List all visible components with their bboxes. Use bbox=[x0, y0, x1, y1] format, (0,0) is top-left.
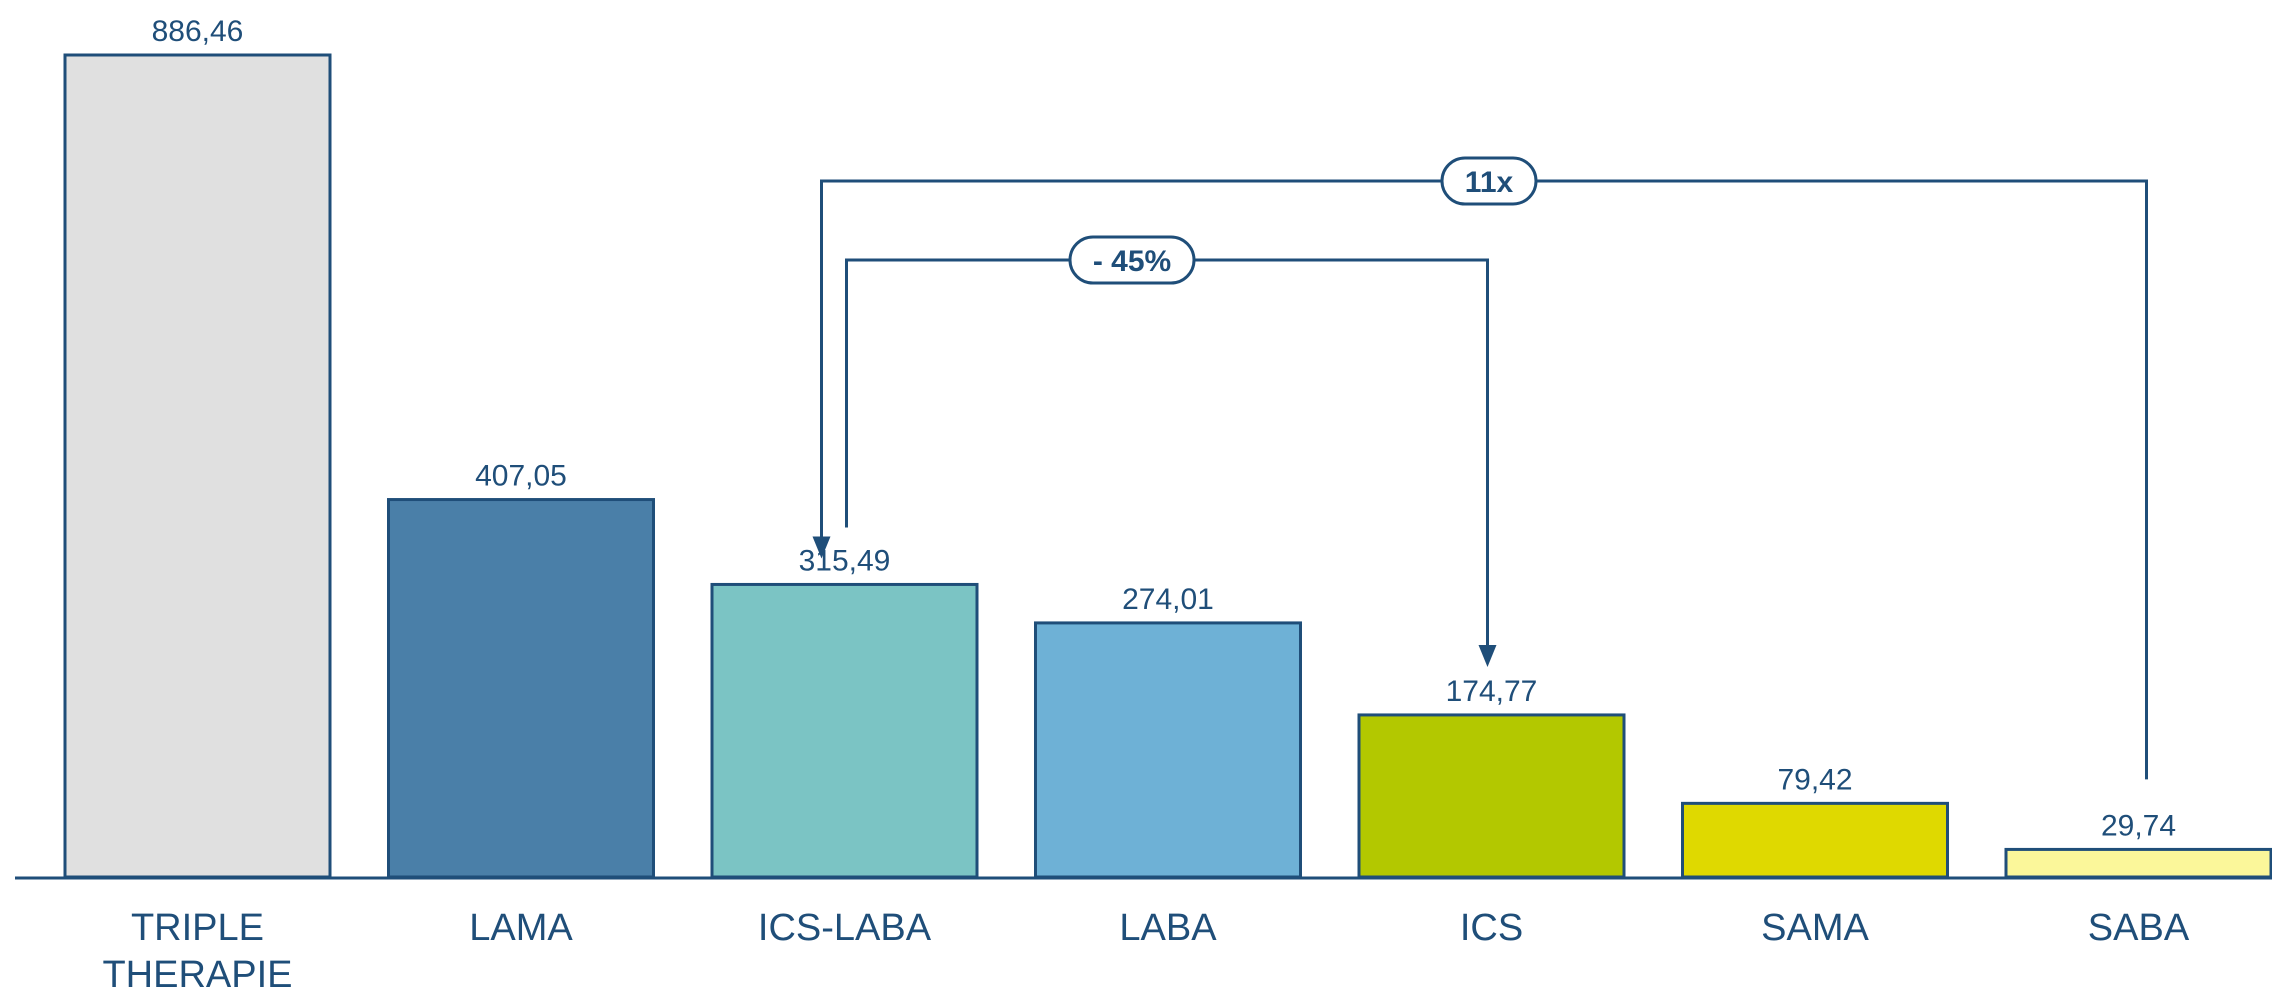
bar bbox=[710, 582, 979, 879]
bar bbox=[1034, 621, 1302, 879]
data-label: 886,46 bbox=[152, 15, 244, 48]
category-label: ICS-LABA bbox=[758, 907, 932, 949]
category-label: THERAPIE bbox=[102, 954, 292, 996]
category-label: SAMA bbox=[1761, 907, 1869, 949]
category-label: TRIPLE bbox=[131, 907, 264, 949]
data-label: 174,77 bbox=[1446, 675, 1538, 708]
annotation-minus-45 bbox=[1068, 235, 1196, 285]
bar bbox=[2004, 847, 2272, 879]
bar bbox=[1357, 713, 1626, 879]
annotation-11x bbox=[1440, 156, 1538, 206]
bar bbox=[1681, 801, 1949, 879]
category-label: ICS bbox=[1460, 907, 1523, 949]
category-label: LAMA bbox=[469, 907, 573, 949]
category-label: SABA bbox=[2088, 907, 2190, 949]
data-label: 407,05 bbox=[475, 460, 567, 493]
arrowhead-minus-45 bbox=[1478, 644, 1497, 667]
data-label: 29,74 bbox=[2101, 809, 2176, 842]
data-label: 274,01 bbox=[1122, 583, 1214, 616]
category-label: LABA bbox=[1119, 907, 1217, 949]
annotation-11x-text: 11x bbox=[1465, 166, 1514, 199]
data-label: 79,42 bbox=[1777, 763, 1852, 796]
data-label: 315,49 bbox=[799, 544, 891, 577]
bar bbox=[387, 498, 655, 879]
arrowhead-11x bbox=[812, 536, 831, 559]
annotation-minus-45-text: - 45% bbox=[1093, 245, 1171, 278]
bar bbox=[63, 53, 332, 879]
